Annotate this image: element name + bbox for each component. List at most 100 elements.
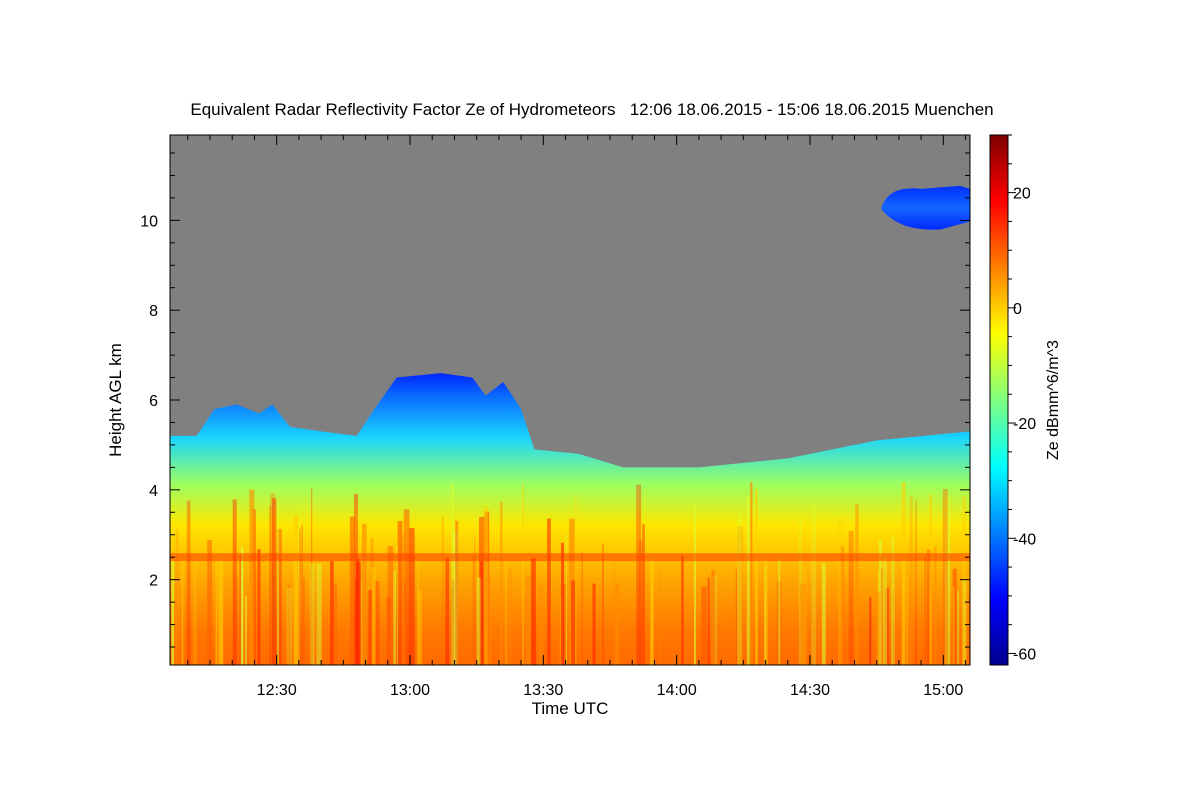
echo-streak xyxy=(944,497,951,665)
echo-streak xyxy=(764,566,767,665)
echo-streak xyxy=(901,482,906,665)
echo-streak xyxy=(298,502,300,665)
echo-streak xyxy=(303,578,305,665)
echo-streak xyxy=(909,496,913,665)
y-tick-label: 4 xyxy=(149,483,158,500)
echo-streak xyxy=(636,484,642,665)
echo-streak xyxy=(525,575,532,665)
echo-streak xyxy=(575,495,577,665)
echo-streak xyxy=(277,498,279,665)
echo-streak xyxy=(240,547,244,665)
echo-streak xyxy=(737,526,743,665)
echo-streak xyxy=(409,528,415,665)
echo-streak xyxy=(476,577,482,665)
echo-streak xyxy=(956,590,960,665)
colorbar-label: Ze dBmm^6/m^3 xyxy=(1045,340,1062,460)
echo-streak xyxy=(375,581,380,665)
echo-streak xyxy=(403,581,406,665)
echo-streak xyxy=(403,509,410,665)
echo-streak xyxy=(310,563,315,665)
echo-streak xyxy=(480,561,483,665)
echo-streak xyxy=(929,494,932,665)
echo-streak xyxy=(531,558,536,665)
colorbar-tick-label: 20 xyxy=(1013,186,1031,203)
echo-streak xyxy=(171,560,175,665)
echo-streak xyxy=(181,559,184,665)
echo-streak xyxy=(650,553,654,665)
echo-streak xyxy=(239,553,242,665)
colorbar-tick-label: -40 xyxy=(1013,531,1036,548)
echo-streak xyxy=(615,583,619,665)
colorbar-tick-label: -60 xyxy=(1013,647,1036,664)
upper-cloud-layer xyxy=(881,185,970,230)
echo-streak xyxy=(711,576,718,665)
echo-streak xyxy=(505,530,507,665)
echo-streak xyxy=(299,528,301,665)
echo-streak xyxy=(562,584,567,665)
echo-streak xyxy=(755,489,758,665)
echo-streak xyxy=(840,546,844,665)
echo-streak xyxy=(386,597,391,665)
echo-streak xyxy=(175,529,179,665)
echo-streak xyxy=(707,577,710,665)
y-tick-label: 8 xyxy=(149,303,158,320)
echo-streak xyxy=(848,531,854,665)
echo-streak xyxy=(701,586,707,665)
echo-streak xyxy=(245,596,247,665)
x-tick-label: 12:30 xyxy=(257,682,297,699)
echo-streak xyxy=(962,579,967,665)
echo-streak xyxy=(746,495,750,665)
echo-streak xyxy=(942,489,948,665)
echo-streak xyxy=(569,518,575,665)
chart-title: Equivalent Radar Reflectivity Factor Ze … xyxy=(190,100,993,119)
echo-streak xyxy=(802,565,807,665)
echo-streak xyxy=(891,537,895,665)
echo-streak xyxy=(602,543,604,665)
echo-streak xyxy=(953,586,955,665)
echo-streak xyxy=(186,500,191,665)
echo-streak xyxy=(693,505,696,665)
echo-streak xyxy=(592,583,596,665)
colorbar-axis: 20 0 -20 -40 -60 xyxy=(1008,134,1036,664)
echo-streak xyxy=(249,489,255,665)
echo-streak xyxy=(924,556,926,665)
echo-streak xyxy=(926,549,932,665)
echo-streak xyxy=(349,516,355,665)
echo-streak xyxy=(236,575,238,665)
x-tick-label: 15:00 xyxy=(923,682,963,699)
echo-streak xyxy=(301,524,303,665)
echo-streak xyxy=(397,520,403,665)
melting-layer-band xyxy=(170,553,970,562)
colorbar-tick-label: -20 xyxy=(1013,416,1036,433)
echo-streak xyxy=(193,545,197,665)
echo-streak xyxy=(269,505,271,665)
y-tick-label: 6 xyxy=(149,393,158,410)
echo-streak xyxy=(455,520,459,665)
echo-streak xyxy=(500,502,503,665)
echo-streak xyxy=(232,499,237,665)
x-tick-label: 13:30 xyxy=(523,682,563,699)
echo-streak xyxy=(277,528,282,665)
echo-streak xyxy=(370,538,374,665)
echo-streak xyxy=(869,597,872,665)
echo-streak xyxy=(906,575,909,665)
echo-streak xyxy=(538,585,544,665)
echo-streak xyxy=(968,594,970,665)
echo-streak xyxy=(417,536,420,665)
colorbar xyxy=(989,134,1009,666)
echo-streak xyxy=(287,584,291,665)
x-tick-label: 14:30 xyxy=(790,682,830,699)
echo-streak xyxy=(507,567,512,665)
echo-streak xyxy=(838,517,843,665)
echo-streak xyxy=(711,570,715,665)
echo-streak xyxy=(658,568,661,665)
echo-streak xyxy=(484,511,490,665)
echo-streak xyxy=(286,587,293,665)
echo-streak xyxy=(253,571,257,665)
echo-streak xyxy=(270,493,276,665)
echo-streak xyxy=(642,524,645,665)
echo-streak xyxy=(401,534,406,665)
echo-streak xyxy=(387,546,394,665)
echo-streak xyxy=(798,515,802,665)
